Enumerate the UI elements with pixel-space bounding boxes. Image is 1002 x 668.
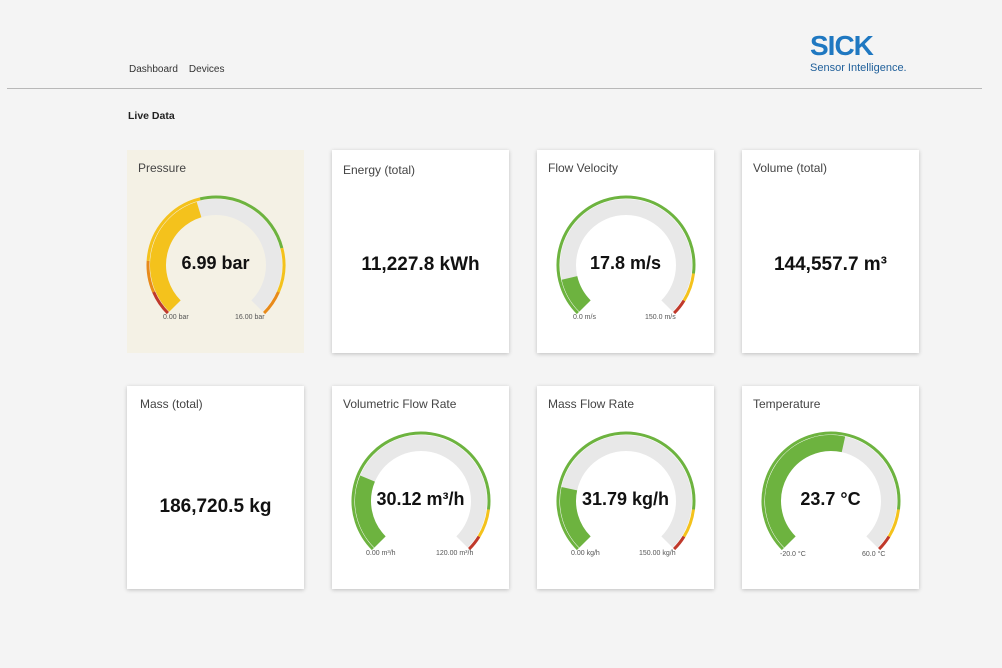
gauge-max-label: 120.00 m³/h [436,550,474,557]
card-value: 11,227.8 kWh [361,254,480,275]
gauge-zone-green [199,195,284,249]
volume-card[interactable]: Volume (total) 144,557.7 m³ [742,150,919,353]
card-label: Temperature [753,397,821,411]
gauge-track [560,199,692,312]
gauge-zone-low-orange [146,260,155,293]
gauge-zone-yellow [682,509,695,538]
gauge-min-label: 0.0 m/s [573,314,596,321]
card-label: Volume (total) [753,161,828,175]
card-value: 186,720.5 kg [159,496,272,517]
gauge-min-label: -20.0 °C [780,551,806,558]
gauge-value-arc [561,275,591,312]
gauge-min-label: 0.00 m³/h [366,550,396,557]
gauge-zone-green [351,431,491,551]
gauge-value: 23.7 °C [800,489,861,509]
gauge-value: 6.99 bar [181,253,250,273]
gauge-value: 31.79 kg/h [581,489,670,509]
nav-devices-link[interactable]: Devices [188,64,225,75]
energy-card[interactable]: Energy (total) 11,227.8 kWh [332,150,509,353]
gauge-zone-high-yellow [277,247,286,293]
sick-logo: SICK Sensor Intelligence. [810,30,907,75]
flow-velocity-card[interactable]: Flow Velocity 17.8 m/s 0.0 m/s 150.0 m/s [537,150,714,353]
gauge-max-label: 150.00 kg/h [639,550,676,557]
volumetric-flow-gauge [351,431,491,551]
gauge-zone-red [878,535,891,551]
gauge-min-label: 0.00 bar [163,314,189,321]
gauge-max-label: 60.0 °C [862,551,886,558]
flow-velocity-gauge [556,195,696,315]
nav-dashboard-link[interactable]: Dashboard [129,64,178,75]
mass-card[interactable]: Mass (total) 186,720.5 kg [127,386,304,589]
card-label: Flow Velocity [548,161,619,175]
gauge-zone-red [673,535,686,551]
temperature-card[interactable]: Temperature 23.7 °C -20.0 °C 60.0 °C [742,386,919,589]
gauge-zone-low-red [152,291,170,315]
gauge-zone-high-orange [262,291,280,315]
gauge-max-label: 150.0 m/s [645,314,676,321]
card-label: Mass Flow Rate [548,397,635,411]
gauge-zone-green [556,195,696,315]
gauge-zone-red [468,535,481,551]
logo-tagline: Sensor Intelligence. [810,62,907,74]
temperature-gauge [761,431,901,551]
gauge-zone-yellow [682,273,695,302]
header-divider [7,88,982,89]
gauge-value: 17.8 m/s [589,253,662,273]
card-label: Volumetric Flow Rate [343,397,457,411]
mass-flow-card[interactable]: Mass Flow Rate 31.79 kg/h 0.00 kg/h 150.… [537,386,714,589]
gauge-zone-green [761,431,901,551]
gauge-value: 30.12 m³/h [376,489,465,509]
card-label: Mass (total) [140,397,203,411]
gauge-value-arc [560,487,591,548]
gauge-zone-red [673,299,686,315]
pressure-gauge [146,195,286,315]
gauge-zone-yellow [477,509,490,538]
gauge-zone-green [556,431,696,551]
gauge-zone-yellow [887,509,900,538]
gauge-max-label: 16.00 bar [235,314,265,321]
pressure-card[interactable]: Pressure 6.99 bar 0.00 bar 16.00 bar [127,150,304,353]
gauge-zone-yellow [146,197,201,261]
gauge-value-arc [150,201,202,312]
section-title: Live Data [128,110,175,122]
gauge-value-arc [765,435,846,548]
card-value: 144,557.7 m³ [773,254,888,275]
main-nav: Dashboard Devices [129,64,225,75]
gauge-min-label: 0.00 kg/h [571,550,600,557]
logo-brand: SICK [810,30,874,61]
mass-flow-gauge [556,431,696,551]
gauge-value-arc [355,475,386,548]
card-label: Pressure [138,161,187,175]
card-label: Energy (total) [343,163,416,177]
volumetric-flow-card[interactable]: Volumetric Flow Rate 30.12 m³/h 0.00 m³/… [332,386,509,589]
